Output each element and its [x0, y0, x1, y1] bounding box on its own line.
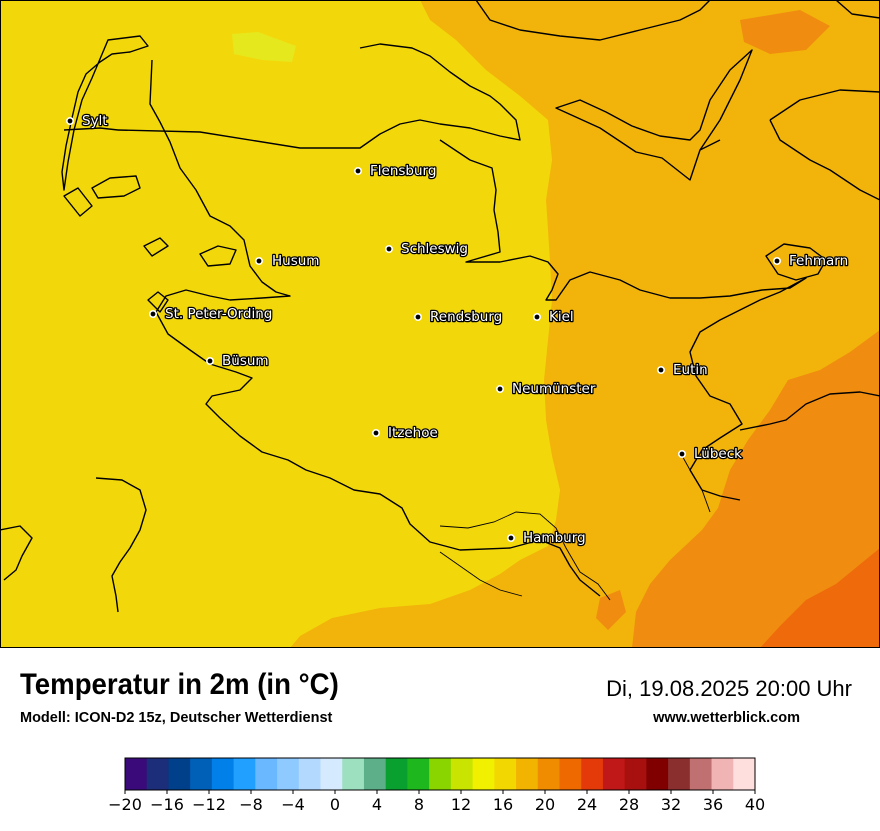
city-dot-kiel — [532, 312, 541, 321]
city-dot-st-peter-ording — [149, 309, 158, 318]
coastline — [0, 0, 880, 648]
colorbar-tick-label: 8 — [414, 795, 424, 814]
website-link[interactable]: www.wetterblick.com — [653, 710, 800, 726]
colorbar-swatch — [602, 758, 626, 790]
city-dot-husum — [255, 256, 264, 265]
colorbar-swatch — [211, 758, 235, 790]
colorbar-tick-label: 40 — [745, 795, 765, 814]
colorbar-tick-label: −8 — [239, 795, 263, 814]
colorbar-tick-label: 12 — [451, 795, 471, 814]
colorbar-swatch — [320, 758, 343, 790]
city-label-st-peter-ording: St. Peter-Ording — [165, 306, 272, 322]
temperature-field-22 — [632, 330, 880, 648]
city-dot-flensburg — [353, 167, 362, 176]
colorbar-swatch — [342, 758, 365, 790]
colorbar-swatch — [646, 758, 669, 790]
city-label-itzehoe: Itzehoe — [388, 425, 438, 441]
colorbar-ticks: −20 −16 −12 −8 −4 0 4 8 12 16 20 24 28 32 36 40 — [108, 790, 765, 814]
colorbar-tick-label: −20 — [108, 795, 142, 814]
city-dot-buesum — [206, 356, 215, 365]
colorbar-swatch — [711, 758, 734, 790]
city-dot-rendsburg — [413, 312, 422, 321]
state-borders — [439, 451, 711, 601]
colorbar-swatch — [255, 758, 278, 790]
colorbar-swatch — [407, 758, 430, 790]
temperature-field-22 — [596, 590, 626, 630]
temperature-colorbar: −20 −16 −12 −8 −4 0 4 8 12 16 20 24 28 32 36 40 — [104, 756, 784, 826]
city-dot-luebeck — [677, 449, 686, 458]
city-label-sylt: Sylt — [82, 113, 108, 129]
colorbar-tick-label: 20 — [535, 795, 555, 814]
colorbar-swatch — [277, 758, 300, 790]
colorbar-swatch — [298, 758, 321, 790]
city-label-eutin: Eutin — [673, 362, 708, 378]
colorbar-swatch — [494, 758, 517, 790]
city-dot-fehmarn — [772, 256, 781, 265]
city-dot-schleswig — [384, 245, 393, 254]
colorbar-tick-label: −16 — [150, 795, 184, 814]
city-label-rendsburg: Rendsburg — [430, 309, 502, 325]
colorbar-tick-label: 36 — [703, 795, 723, 814]
temperature-field-24 — [760, 548, 880, 648]
city-label-neumuenster: Neumünster — [512, 381, 596, 397]
colorbar-swatch — [125, 758, 148, 790]
city-markers: Sylt Flensburg Schleswig Husum Fehmarn S… — [66, 112, 849, 547]
city-dot-hamburg — [506, 533, 515, 542]
city-label-schleswig: Schleswig — [401, 241, 468, 257]
temperature-field-16 — [232, 32, 296, 62]
colorbar-swatch — [472, 758, 495, 790]
colorbar-swatch — [581, 758, 604, 790]
colorbar-boxes — [125, 758, 756, 790]
colorbar-swatch — [559, 758, 582, 790]
city-label-buesum: Büsum — [222, 353, 269, 369]
colorbar-tick-label: 24 — [577, 795, 597, 814]
colorbar-swatch — [537, 758, 560, 790]
temperature-map[interactable]: Sylt Flensburg Schleswig Husum Fehmarn S… — [0, 0, 880, 648]
colorbar-swatch — [190, 758, 213, 790]
model-info: Modell: ICON-D2 15z, Deutscher Wetterdie… — [20, 710, 333, 726]
city-label-luebeck: Lübeck — [694, 446, 742, 462]
colorbar-swatch — [385, 758, 408, 790]
colorbar-swatch — [429, 758, 452, 790]
temperature-field-22 — [740, 10, 830, 54]
colorbar-tick-label: 4 — [372, 795, 382, 814]
colorbar-swatch — [516, 758, 539, 790]
city-dot-neumuenster — [495, 384, 504, 393]
map-title: Temperatur in 2m (in °C) — [20, 668, 339, 701]
colorbar-tick-label: −4 — [281, 795, 305, 814]
colorbar-tick-label: 0 — [330, 795, 340, 814]
colorbar-swatch — [450, 758, 473, 790]
colorbar-frame — [124, 757, 756, 791]
city-dot-eutin — [656, 365, 665, 374]
city-dot-itzehoe — [371, 428, 380, 437]
colorbar-swatch — [363, 758, 387, 790]
city-label-kiel: Kiel — [549, 309, 574, 325]
colorbar-swatch — [624, 758, 647, 790]
city-label-flensburg: Flensburg — [370, 163, 436, 179]
colorbar-swatch — [168, 758, 191, 790]
colorbar-tick-label: 16 — [493, 795, 513, 814]
city-label-hamburg: Hamburg — [523, 530, 586, 546]
colorbar-swatch — [233, 758, 256, 790]
colorbar-swatch — [733, 758, 756, 790]
colorbar-swatch — [668, 758, 691, 790]
colorbar-swatch — [146, 758, 169, 790]
colorbar-tick-label: 28 — [619, 795, 639, 814]
colorbar-tick-label: 32 — [661, 795, 681, 814]
city-label-husum: Husum — [272, 253, 319, 269]
colorbar-swatch — [689, 758, 712, 790]
colorbar-tick-label: −12 — [192, 795, 226, 814]
city-label-fehmarn: Fehmarn — [789, 253, 848, 269]
forecast-datetime: Di, 19.08.2025 20:00 Uhr — [606, 676, 852, 701]
city-dot-sylt — [66, 117, 75, 126]
